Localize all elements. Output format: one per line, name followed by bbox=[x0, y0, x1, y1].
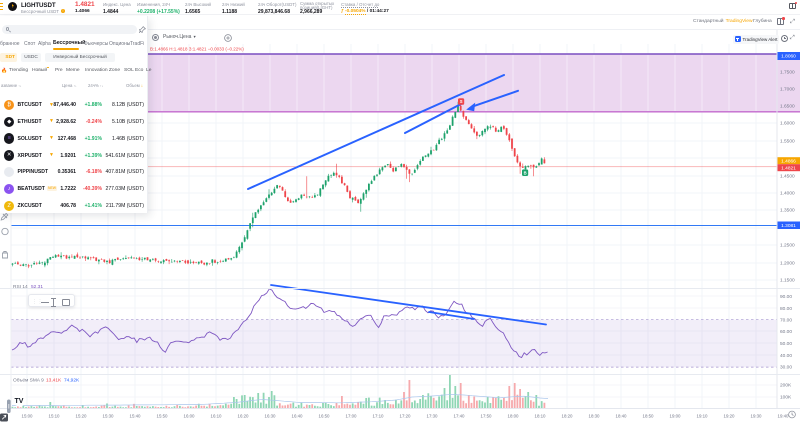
svg-text:1.4000: 1.4000 bbox=[780, 191, 795, 197]
svg-text:17:40: 17:40 bbox=[454, 414, 466, 419]
svg-text:18:10: 18:10 bbox=[535, 414, 547, 419]
svg-text:15:00: 15:00 bbox=[22, 414, 34, 419]
svg-text:17:20: 17:20 bbox=[400, 414, 412, 419]
svg-text:1.4821: 1.4821 bbox=[781, 165, 796, 171]
svg-text:В:1.4866 Н:1.4818 З:1.4821: В:1.4866 Н:1.4818 З:1.4821 −0.0033 (−0.2… bbox=[150, 47, 244, 52]
svg-text:1.1500: 1.1500 bbox=[780, 278, 795, 284]
svg-text:16:40: 16:40 bbox=[292, 414, 304, 419]
svg-text:15:40: 15:40 bbox=[130, 414, 142, 419]
svg-text:1.2500: 1.2500 bbox=[780, 243, 795, 249]
svg-text:1.3081: 1.3081 bbox=[781, 223, 796, 229]
svg-text:S: S bbox=[460, 99, 463, 104]
svg-text:15:50: 15:50 bbox=[157, 414, 169, 419]
svg-text:17:30: 17:30 bbox=[427, 414, 439, 419]
svg-text:17:50: 17:50 bbox=[481, 414, 493, 419]
svg-text:19:30: 19:30 bbox=[751, 414, 763, 419]
svg-text:TV: TV bbox=[15, 398, 24, 405]
svg-text:40.00: 40.00 bbox=[780, 353, 792, 359]
svg-text:16:00: 16:00 bbox=[184, 414, 196, 419]
svg-text:18:30: 18:30 bbox=[589, 414, 601, 419]
svg-text:60.00: 60.00 bbox=[780, 329, 792, 335]
svg-text:1.6000: 1.6000 bbox=[780, 121, 795, 127]
svg-text:16:10: 16:10 bbox=[211, 414, 223, 419]
svg-text:1.6500: 1.6500 bbox=[780, 104, 795, 110]
svg-text:13,41K: 13,41K bbox=[46, 378, 62, 384]
svg-text:16:30: 16:30 bbox=[265, 414, 277, 419]
svg-text:70.00: 70.00 bbox=[780, 318, 792, 324]
svg-text:1.4866: 1.4866 bbox=[781, 158, 796, 164]
svg-text:15:20: 15:20 bbox=[76, 414, 88, 419]
svg-text:15:10: 15:10 bbox=[49, 414, 61, 419]
svg-text:1.4500: 1.4500 bbox=[780, 174, 795, 180]
svg-text:Объём SMA 9: Объём SMA 9 bbox=[13, 378, 44, 384]
svg-text:90.00: 90.00 bbox=[780, 294, 792, 300]
svg-text:74,92K: 74,92K bbox=[64, 378, 80, 384]
svg-text:100K: 100K bbox=[780, 395, 792, 401]
svg-text:30.00: 30.00 bbox=[780, 365, 792, 371]
svg-text:1.3500: 1.3500 bbox=[780, 208, 795, 214]
svg-text:52.31: 52.31 bbox=[31, 284, 43, 290]
svg-text:18:40: 18:40 bbox=[616, 414, 628, 419]
svg-text:19:20: 19:20 bbox=[724, 414, 736, 419]
svg-text:RSI 14: RSI 14 bbox=[13, 284, 28, 290]
svg-text:80.00: 80.00 bbox=[780, 306, 792, 312]
svg-text:17:10: 17:10 bbox=[373, 414, 385, 419]
svg-text:18:00: 18:00 bbox=[508, 414, 520, 419]
svg-text:15:30: 15:30 bbox=[103, 414, 115, 419]
svg-text:1.8060: 1.8060 bbox=[781, 54, 796, 60]
svg-text:1.2000: 1.2000 bbox=[780, 261, 795, 267]
svg-text:19:10: 19:10 bbox=[697, 414, 709, 419]
svg-text:19:40: 19:40 bbox=[778, 414, 790, 419]
svg-text:B: B bbox=[524, 170, 527, 175]
svg-text:1.5500: 1.5500 bbox=[780, 139, 795, 145]
svg-text:18:20: 18:20 bbox=[562, 414, 574, 419]
svg-text:16:20: 16:20 bbox=[238, 414, 250, 419]
svg-text:17:00: 17:00 bbox=[346, 414, 358, 419]
svg-text:1.7500: 1.7500 bbox=[780, 70, 795, 76]
svg-text:19:00: 19:00 bbox=[670, 414, 682, 419]
svg-text:1.7000: 1.7000 bbox=[780, 87, 795, 93]
svg-text:18:50: 18:50 bbox=[643, 414, 655, 419]
svg-text:50.00: 50.00 bbox=[780, 341, 792, 347]
svg-text:200K: 200K bbox=[780, 383, 792, 389]
svg-text:16:50: 16:50 bbox=[319, 414, 331, 419]
